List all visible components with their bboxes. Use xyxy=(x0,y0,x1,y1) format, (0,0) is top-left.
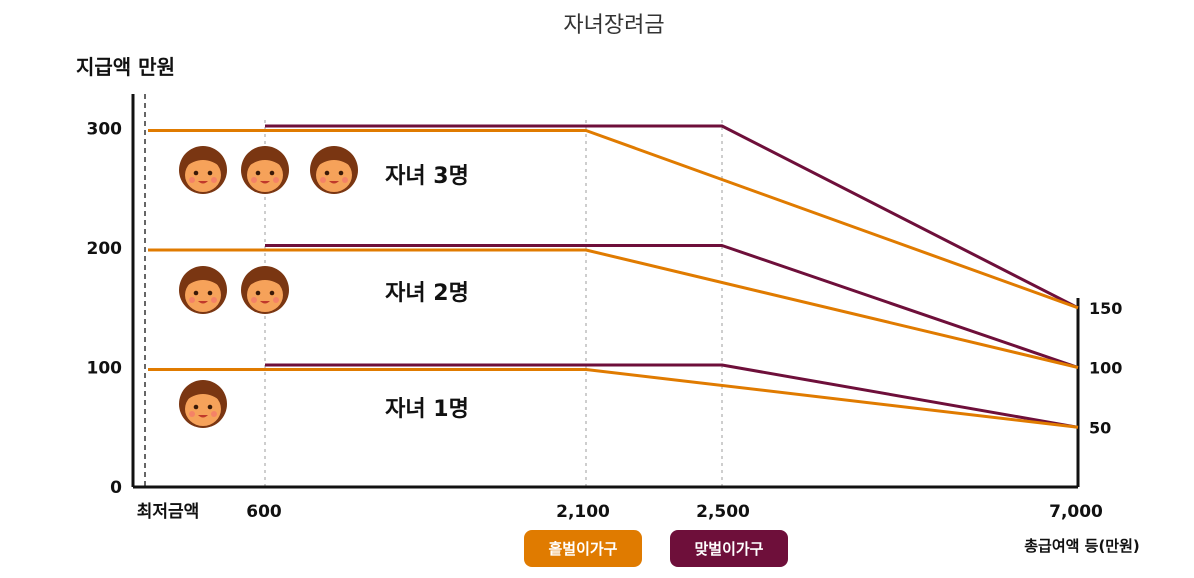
tick-labels: 자녀 1명 자녀 2명 자녀 3명 0 100 200 300 50 100 150 최저금액 600… xyxy=(87,120,1123,523)
legend: 홑벌이가구 맞벌이가구 xyxy=(524,530,788,567)
axes xyxy=(131,94,1080,489)
series-lines xyxy=(148,124,1079,429)
right-tick-label: 50 xyxy=(1089,418,1111,437)
x-tick-label: 최저금액 xyxy=(137,502,200,522)
legend-swatch xyxy=(524,530,642,567)
child-face-icon xyxy=(179,266,227,314)
x-axis-label: 총급여액 등(만원) xyxy=(1024,537,1140,555)
right-tick-label: 150 xyxy=(1089,299,1122,318)
group-label: 자녀 3명 xyxy=(385,164,469,189)
child-icons xyxy=(179,146,358,428)
x-tick-label: 7,000 xyxy=(1049,502,1103,522)
group-label: 자녀 1명 xyxy=(385,397,469,422)
legend-label: 맞벌이가구 xyxy=(694,540,763,558)
series-line-single xyxy=(148,368,1079,429)
series-line-single xyxy=(148,129,1079,310)
legend-label: 홑벌이가구 xyxy=(548,540,617,558)
y-tick-label: 300 xyxy=(87,120,123,140)
group-label: 자녀 2명 xyxy=(385,281,469,306)
x-tick-label: 600 xyxy=(246,502,282,522)
y-tick-label: 100 xyxy=(87,359,123,379)
x-tick-label: 2,500 xyxy=(696,502,750,522)
x-tick-label: 2,100 xyxy=(556,502,610,522)
y-tick-label: 0 xyxy=(110,478,122,498)
child-face-icon xyxy=(179,380,227,428)
series-line-dual xyxy=(265,124,1079,310)
series-line-dual xyxy=(265,363,1079,429)
child-face-icon xyxy=(310,146,358,194)
legend-item: 홑벌이가구 xyxy=(524,530,642,567)
child-face-icon xyxy=(179,146,227,194)
right-tick-label: 100 xyxy=(1089,359,1122,378)
chart-title: 자녀장려금 xyxy=(563,13,664,38)
y-axis-label: 지급액 만원 xyxy=(76,55,175,79)
child-face-icon xyxy=(241,266,289,314)
legend-item: 맞벌이가구 xyxy=(670,530,788,567)
y-tick-label: 200 xyxy=(87,239,123,259)
series-line-dual xyxy=(265,244,1079,369)
child-face-icon xyxy=(241,146,289,194)
legend-swatch xyxy=(670,530,788,567)
series-line-single xyxy=(148,248,1079,369)
